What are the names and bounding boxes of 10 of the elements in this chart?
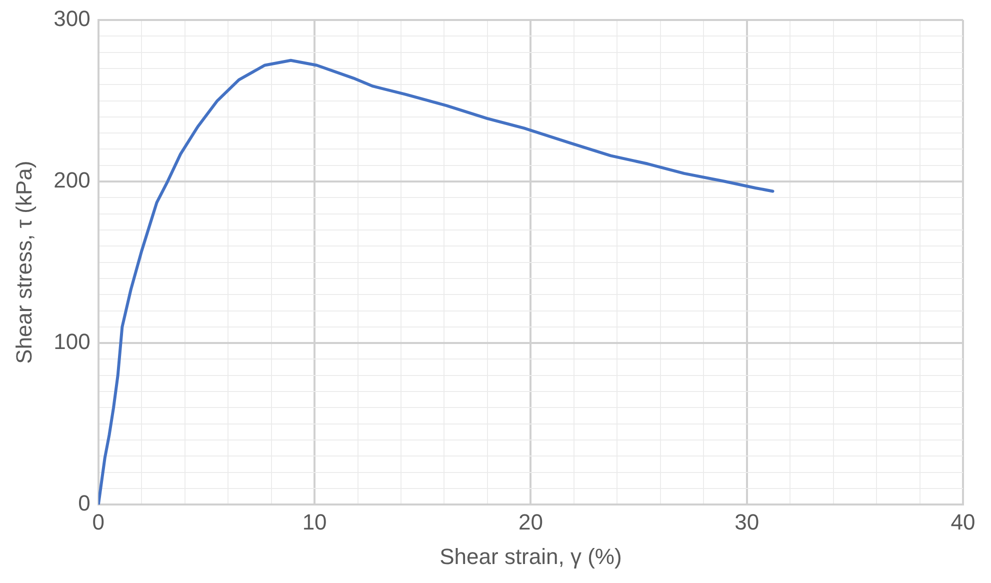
y-tick-label: 0 xyxy=(78,490,90,516)
y-tick-label: 300 xyxy=(54,6,90,32)
y-tick-label: 200 xyxy=(54,168,90,193)
x-tick-label: 20 xyxy=(518,510,543,535)
x-tick-label: 10 xyxy=(302,510,327,535)
x-tick-label: 30 xyxy=(734,510,760,535)
y-axis-title: Shear stress, τ (kPa) xyxy=(11,160,36,364)
y-tick-label: 100 xyxy=(54,329,90,354)
x-tick-label: 40 xyxy=(950,510,976,535)
x-axis-title: Shear strain, γ (%) xyxy=(440,544,622,569)
